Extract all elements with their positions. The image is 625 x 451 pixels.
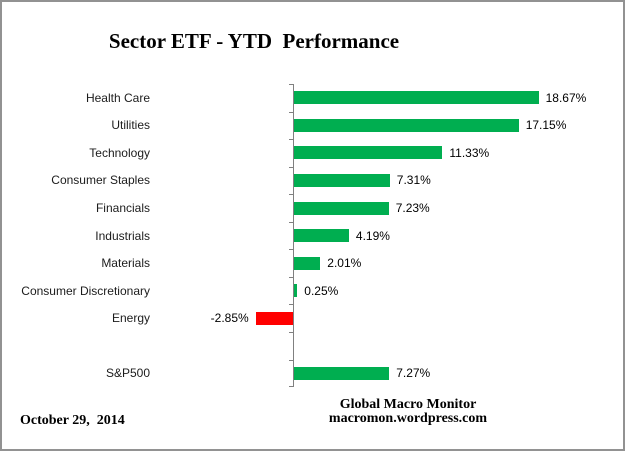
positive-bar [294,201,389,215]
category-label: Materials [101,256,150,270]
positive-bar [294,229,349,242]
category-label: S&P500 [105,366,150,381]
attribution-url: macromon.wordpress.com [328,411,488,426]
category-label: Consumer Staples [51,173,150,188]
value-label: 7.23% [395,201,430,215]
axis-tick [289,304,293,306]
category-axis-line [293,84,294,387]
axis-tick [289,331,293,333]
chart-title: Sector ETF - YTD Performance [108,29,400,53]
attribution-block: Global Macro Monitor macromon.wordpress.… [283,398,533,426]
positive-bar [294,284,298,298]
value-label: -2.85% [210,311,249,326]
value-label: 17.15% [525,118,567,133]
category-label: Consumer Discretionary [21,283,150,298]
axis-tick [289,249,293,251]
positive-bar [294,146,443,160]
negative-bar [255,311,293,325]
axis-tick [289,84,293,85]
chart-area: Health Care 18.67% Utilities 17.15% Technolo… [2,84,623,387]
positive-bar [294,173,390,187]
category-label: Energy [111,311,150,326]
positive-bar [294,118,519,132]
value-label: 18.67% [545,90,587,105]
positive-bar [294,366,390,380]
axis-tick [289,359,293,361]
value-label: 7.31% [396,173,431,188]
category-label: Health Care [85,90,150,105]
attribution-name: Global Macro Monitor [339,397,477,412]
axis-tick [289,166,293,168]
axis-tick [289,386,293,387]
category-label: Financials [95,201,150,215]
value-label: 7.27% [396,366,431,381]
value-label: 11.33% [449,145,490,160]
axis-tick [289,276,293,278]
value-label: 0.25% [304,283,339,298]
date-label: October 29, 2014 [20,413,125,428]
axis-tick [289,194,293,196]
positive-bar [294,256,321,270]
value-label: 4.19% [355,228,390,243]
positive-bar [294,91,539,105]
category-label: Technology [89,145,150,160]
axis-tick [289,111,293,113]
category-label: Utilities [111,118,150,133]
axis-tick [289,221,293,223]
category-label: Industrials [95,228,150,243]
value-label: 2.01% [327,256,362,270]
axis-tick [289,139,293,141]
